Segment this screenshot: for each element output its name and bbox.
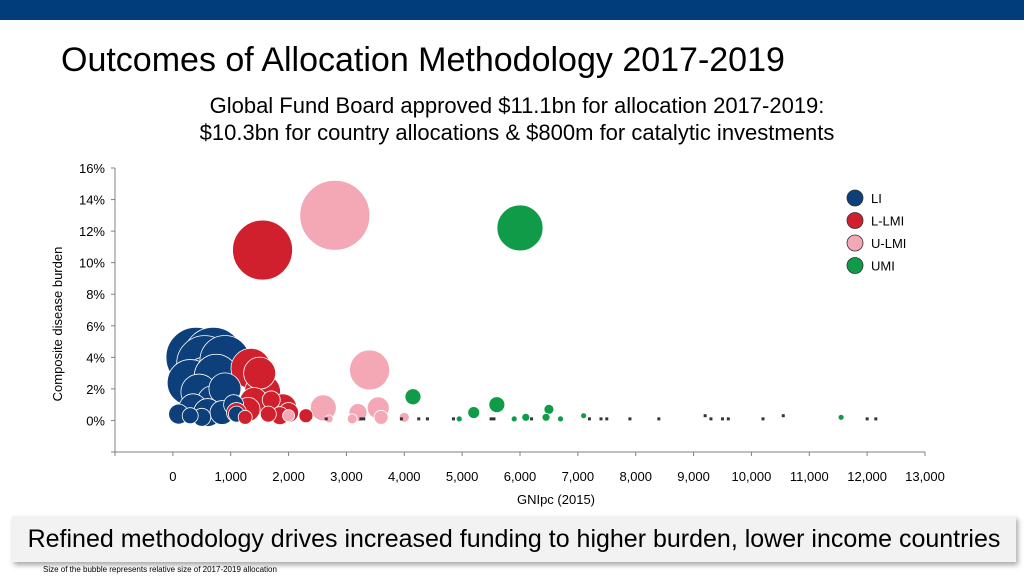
bubble-umi — [541, 412, 551, 422]
bubble-umi — [557, 415, 564, 423]
x-tick-label: 13,000 — [905, 469, 945, 484]
bubble-chart: 0% 2% 4% 6% 8% 10% 12% 14% 16% 0 1,000 2,000 3,000 4,… — [50, 161, 945, 507]
y-tick-label: 6% — [86, 319, 105, 334]
bubble-l-lmi — [259, 405, 277, 423]
x-tick-label: 0 — [169, 469, 176, 484]
small-marker — [362, 417, 366, 421]
footnote: Size of the bubble represents relative s… — [43, 565, 277, 574]
small-marker — [530, 417, 534, 421]
small-marker — [587, 417, 591, 421]
x-tick-label: 1,000 — [214, 469, 247, 484]
legend-label-u-lmi: U-LMI — [871, 236, 906, 251]
y-axis-label: Composite disease burden — [50, 247, 65, 402]
bubble-umi — [455, 415, 463, 423]
bubble-umi — [837, 413, 845, 421]
small-marker — [451, 417, 455, 421]
bubble-umi — [496, 204, 544, 252]
bubble-l-lmi — [298, 408, 314, 424]
bubble-umi — [404, 388, 422, 406]
x-tick-label: 6,000 — [504, 469, 537, 484]
bubble-umi — [580, 412, 588, 420]
bubble-l-lmi — [243, 356, 277, 390]
legend-marker-li — [846, 189, 864, 207]
small-marker — [628, 417, 632, 421]
y-tick-label: 8% — [86, 287, 105, 302]
x-tick-label: 7,000 — [562, 469, 595, 484]
y-tick-label: 10% — [79, 256, 105, 271]
bubble-u-lmi — [309, 394, 337, 422]
bubble-umi — [467, 406, 481, 419]
y-tick-label: 12% — [79, 224, 105, 239]
bubble-u-lmi — [299, 179, 371, 251]
x-tick-label: 4,000 — [388, 469, 421, 484]
small-marker — [726, 417, 730, 421]
bubble-umi — [510, 415, 518, 423]
x-tick-label: 2,000 — [272, 469, 305, 484]
small-marker — [874, 417, 878, 421]
subtitle-line-2: $10.3bn for country allocations & $800m … — [199, 120, 835, 145]
small-marker — [599, 417, 603, 421]
small-marker — [359, 417, 363, 421]
x-tick-label: 9,000 — [677, 469, 710, 484]
legend-label-li: LI — [871, 191, 882, 206]
small-marker — [417, 417, 421, 421]
bubble-l-lmi — [237, 409, 253, 425]
legend-marker-umi — [846, 257, 864, 274]
x-tick-label: 10,000 — [732, 469, 772, 484]
small-marker — [761, 417, 765, 421]
bubble-u-lmi — [373, 409, 389, 425]
bubble-umi — [521, 412, 531, 422]
page-title: Outcomes of Allocation Methodology 2017-… — [61, 41, 785, 79]
bubble-u-lmi — [349, 349, 390, 391]
x-tick-label: 3,000 — [330, 469, 363, 484]
y-tick-label: 4% — [86, 350, 105, 365]
header-bar — [0, 0, 1024, 20]
legend-marker-u-lmi — [846, 234, 864, 252]
y-tick-label: 2% — [86, 382, 105, 397]
x-tick-label: 11,000 — [790, 469, 829, 484]
bubble-l-lmi — [261, 390, 281, 410]
bubble-l-lmi — [232, 219, 293, 281]
callout-box: Refined methodology drives increased fun… — [12, 516, 1016, 562]
x-tick-label: 5,000 — [446, 469, 479, 484]
small-marker — [324, 417, 328, 421]
small-marker — [492, 417, 496, 421]
small-marker — [489, 417, 493, 421]
small-marker — [721, 417, 724, 421]
bubble-li — [181, 407, 199, 425]
small-marker — [865, 417, 869, 421]
bubble-u-lmi — [398, 411, 410, 423]
small-marker — [605, 417, 609, 421]
small-marker — [657, 417, 661, 421]
legend-label-umi: UMI — [871, 259, 895, 274]
bubble-umi — [488, 396, 506, 414]
small-marker — [709, 417, 713, 421]
y-tick-label: 0% — [86, 413, 105, 428]
bubble-u-lmi — [346, 413, 358, 425]
bubble-u-lmi — [282, 409, 295, 423]
small-marker — [425, 417, 429, 421]
y-tick-label: 16% — [79, 161, 105, 176]
small-marker — [399, 417, 403, 421]
small-marker — [781, 414, 785, 418]
small-marker — [703, 414, 707, 418]
y-tick-label: 14% — [79, 193, 105, 208]
x-axis-label: GNIpc (2015) — [517, 492, 595, 507]
legend-label-l-lmi: L-LMI — [871, 214, 904, 229]
subtitle-line-1: Global Fund Board approved $11.1bn for a… — [209, 93, 825, 118]
x-tick-label: 8,000 — [619, 469, 652, 484]
legend-marker-l-lmi — [846, 212, 864, 229]
bubble-umi — [543, 403, 555, 415]
x-tick-label: 12,000 — [847, 469, 887, 484]
